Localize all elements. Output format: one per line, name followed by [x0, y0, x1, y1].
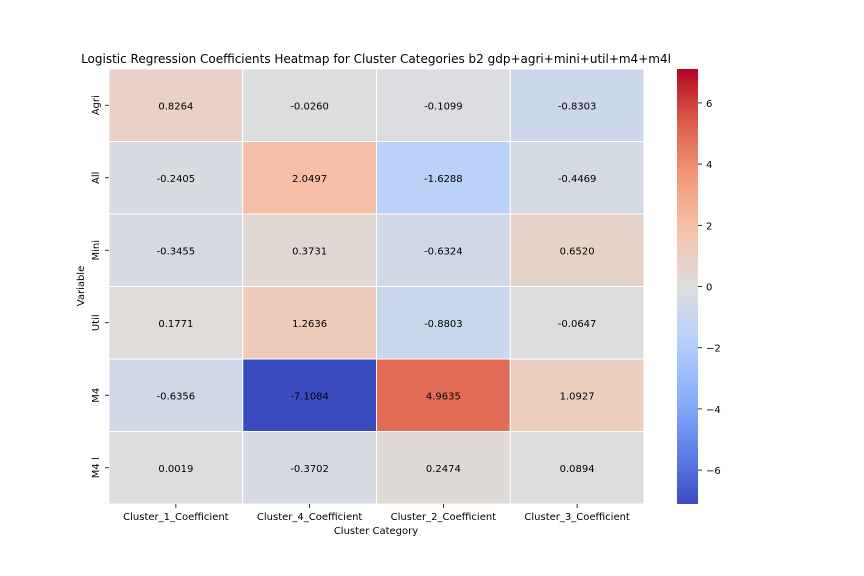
- x-tick-label: Cluster_3_Coefficient: [524, 512, 630, 523]
- y-tick-label: Agri: [91, 95, 102, 115]
- cell-value-label: 0.0894: [560, 464, 595, 475]
- heatmap-cell: [242, 141, 377, 215]
- y-tick-label: Mini: [91, 240, 102, 261]
- heatmap-cell: [242, 213, 377, 287]
- x-axis-label: Cluster Category: [334, 526, 418, 537]
- y-tick-label: All: [91, 172, 102, 184]
- cell-value-label: -0.0260: [290, 101, 329, 112]
- cell-value-label: 1.2636: [292, 319, 327, 330]
- colorbar-tick-label: 0: [706, 283, 712, 294]
- heatmap-cell: [509, 286, 645, 360]
- heatmap-cell: [108, 431, 244, 505]
- cell-value-label: 2.0497: [292, 174, 327, 185]
- colorbar-tick-label: −2: [706, 344, 721, 355]
- cell-value-label: -0.8803: [424, 319, 463, 330]
- heatmap-cell: [242, 286, 377, 360]
- cell-value-label: 0.3731: [292, 246, 327, 257]
- heatmap-cell: [242, 68, 377, 142]
- y-tick-label: M4: [91, 388, 102, 403]
- cell-value-label: -0.3702: [290, 464, 329, 475]
- cell-value-label: -0.8303: [558, 101, 597, 112]
- cell-value-label: -1.6288: [424, 174, 463, 185]
- cell-value-label: 0.6520: [560, 246, 595, 257]
- cell-value-label: -7.1084: [290, 391, 329, 402]
- heatmap-cell: [509, 431, 645, 505]
- x-tick-label: Cluster_4_Coefficient: [257, 512, 363, 523]
- y-axis-label: Variable: [76, 266, 87, 307]
- colorbar-gradient: [677, 69, 698, 504]
- cell-value-label: 0.0019: [158, 464, 193, 475]
- heatmap-cell: [242, 358, 377, 432]
- y-tick-label: M4 l: [91, 457, 102, 478]
- y-tick-labels: Agri All Mini Util M4 M4 l: [91, 95, 109, 478]
- chart-title: Logistic Regression Coefficients Heatmap…: [81, 52, 671, 66]
- heatmap-cell: [509, 68, 645, 142]
- cell-value-label: -0.4469: [558, 174, 597, 185]
- heatmap-cell: [509, 213, 645, 287]
- cell-value-label: 0.2474: [426, 464, 461, 475]
- cell-value-label: -0.1099: [424, 101, 463, 112]
- heatmap-cell: [376, 68, 511, 142]
- heatmap-cell: [242, 431, 377, 505]
- colorbar-tick-label: 4: [706, 160, 712, 171]
- heatmap-cell: [509, 358, 645, 432]
- heatmap-cell: [108, 286, 244, 360]
- cell-value-label: 4.9635: [426, 391, 461, 402]
- colorbar-tick-label: 6: [706, 99, 712, 110]
- heatmap-cells: 0.8264 -0.0260 -0.1099 -0.8303 -0.2405 2.0497…: [108, 68, 645, 505]
- heatmap-cell: [108, 141, 244, 215]
- heatmap-cell: [509, 141, 645, 215]
- x-tick-label: Cluster_1_Coefficient: [123, 512, 229, 523]
- heatmap-cell: [108, 358, 244, 432]
- heatmap-cell: [376, 286, 511, 360]
- x-tick-label: Cluster_2_Coefficient: [391, 512, 497, 523]
- colorbar-tick-label: −4: [706, 405, 721, 416]
- heatmap-cell: [108, 68, 244, 142]
- colorbar-tick-label: −6: [706, 466, 721, 477]
- colorbar-tick-label: 2: [706, 221, 712, 232]
- x-tick-labels: Cluster_1_Coefficient Cluster_4_Coefficie…: [123, 504, 630, 523]
- y-tick-label: Util: [91, 314, 102, 331]
- heatmap-cell: [376, 358, 511, 432]
- cell-value-label: 0.1771: [158, 319, 193, 330]
- cell-value-label: -0.6324: [424, 246, 463, 257]
- cell-value-label: -0.0647: [558, 319, 597, 330]
- colorbar: −6 −4 −2 0 2 4 6: [677, 69, 721, 504]
- cell-value-label: -0.3455: [157, 246, 196, 257]
- cell-value-label: -0.2405: [157, 174, 196, 185]
- cell-value-label: 0.8264: [158, 101, 193, 112]
- cell-value-label: 1.0927: [560, 391, 595, 402]
- cell-value-label: -0.6356: [157, 391, 196, 402]
- heatmap-cell: [376, 431, 511, 505]
